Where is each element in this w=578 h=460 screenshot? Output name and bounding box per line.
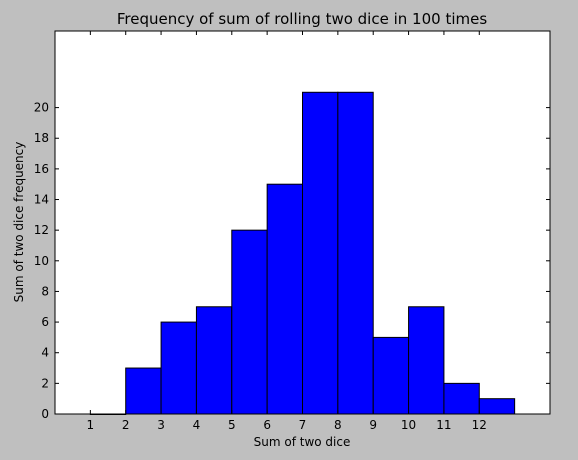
x-tick-label: 12 <box>472 418 487 432</box>
y-tick-label: 10 <box>34 254 49 268</box>
x-axis-ticks: 1 2 3 4 5 6 7 8 9 10 11 12 <box>87 31 487 432</box>
x-tick-label: 5 <box>228 418 236 432</box>
x-tick-label: 7 <box>299 418 307 432</box>
x-tick-label: 8 <box>334 418 342 432</box>
bar-12 <box>478 398 516 415</box>
y-tick-label: 14 <box>34 193 49 207</box>
y-tick-label: 16 <box>34 162 49 176</box>
x-axis-label: Sum of two dice <box>254 435 351 449</box>
y-tick-label: 6 <box>41 315 49 329</box>
bar-5 <box>231 229 268 415</box>
y-axis-label: Sum of two dice frequency <box>12 142 26 303</box>
x-tick-label: 1 <box>87 418 95 432</box>
bar-7 <box>302 91 339 415</box>
bar-8 <box>337 91 374 415</box>
bar-10 <box>408 306 445 415</box>
bar-6 <box>266 183 303 415</box>
x-tick-label: 11 <box>436 418 451 432</box>
bars-group <box>89 91 516 415</box>
y-tick-label: 12 <box>34 223 49 237</box>
x-tick-label: 9 <box>369 418 377 432</box>
chart-title: Frequency of sum of rolling two dice in … <box>117 10 487 28</box>
y-tick-label: 0 <box>41 407 49 421</box>
bar-1 <box>89 413 127 415</box>
x-tick-label: 4 <box>193 418 201 432</box>
y-axis-ticks: 0 2 4 6 8 10 12 14 16 18 20 <box>34 101 550 421</box>
bar-2 <box>125 367 162 415</box>
y-tick-label: 8 <box>41 284 49 298</box>
bar-3 <box>160 321 197 415</box>
y-tick-label: 20 <box>34 101 49 115</box>
y-tick-label: 18 <box>34 131 49 145</box>
y-tick-label: 4 <box>41 346 49 360</box>
bar-9 <box>372 336 410 415</box>
x-tick-label: 6 <box>263 418 271 432</box>
x-tick-label: 10 <box>401 418 416 432</box>
x-tick-label: 3 <box>157 418 165 432</box>
y-tick-label: 2 <box>41 376 49 390</box>
bar-11 <box>443 382 480 415</box>
bar-4 <box>195 306 233 415</box>
x-tick-label: 2 <box>122 418 130 432</box>
